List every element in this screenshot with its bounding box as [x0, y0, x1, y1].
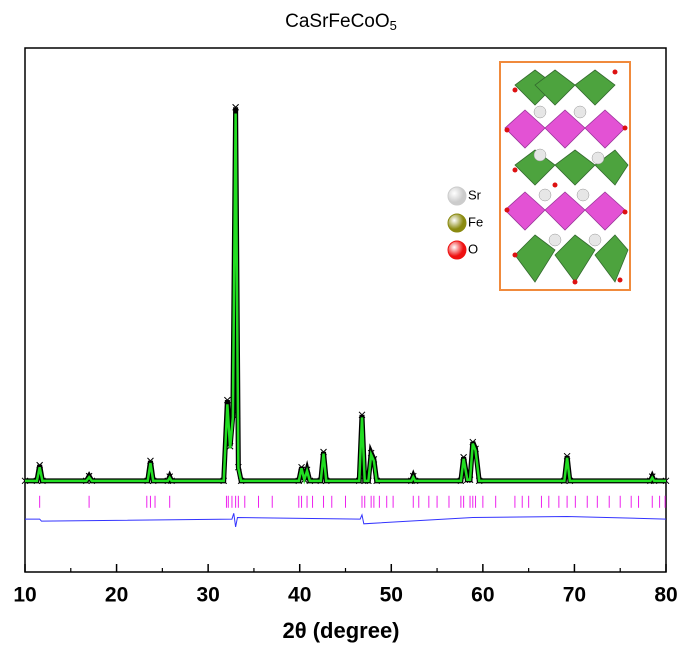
structure-inset — [499, 61, 631, 291]
atom-label: Fe — [468, 214, 483, 229]
x-tick-label: 80 — [654, 584, 677, 607]
atom-swatch — [447, 186, 467, 206]
x-tick-label: 50 — [380, 584, 403, 607]
observed-point — [320, 448, 327, 456]
difference-line — [25, 513, 667, 528]
x-axis-title: 2θ (degree) — [282, 618, 399, 643]
atom-swatch — [447, 240, 467, 260]
sr-atoms — [533, 105, 605, 247]
observed-point — [36, 461, 44, 469]
x-tick-label: 70 — [563, 584, 586, 607]
x-tick-label: 40 — [288, 584, 311, 607]
observed-point — [224, 396, 231, 404]
atom-label: Sr — [468, 187, 482, 202]
observed-point — [147, 457, 154, 465]
calculated-line — [25, 113, 666, 485]
x-tick-label: 20 — [105, 584, 128, 607]
atom-swatch — [447, 213, 467, 233]
observed-point — [469, 438, 477, 446]
x-tick-label: 10 — [13, 584, 36, 607]
title-subscript: 5 — [390, 18, 397, 33]
observed-point — [563, 452, 571, 460]
observed-point — [358, 411, 366, 419]
chart-title: CaSrFeCoO5 — [285, 11, 397, 33]
title-text: CaSrFeCoO — [285, 11, 390, 32]
observed-point — [460, 453, 467, 461]
x-tick-label: 60 — [471, 584, 494, 607]
o-atoms — [504, 69, 628, 285]
observed-point — [232, 103, 239, 111]
observed-point — [298, 463, 305, 471]
atom-label: O — [468, 241, 478, 256]
x-tick-label: 30 — [196, 584, 219, 607]
octahedra-magenta — [504, 109, 626, 231]
